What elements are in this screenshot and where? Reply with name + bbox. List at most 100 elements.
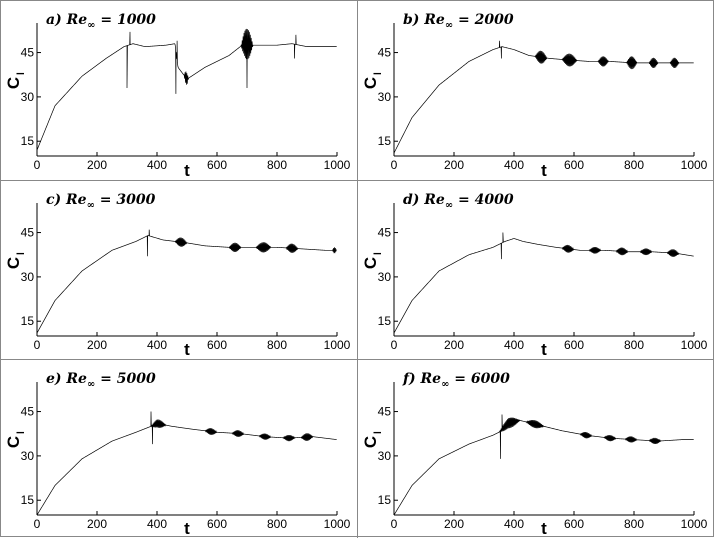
y-axis-label: Cl xyxy=(4,72,27,89)
y-tick-label: 15 xyxy=(378,493,392,507)
chart-title-prefix: e) Re xyxy=(46,371,87,387)
y-tick-label: 15 xyxy=(21,493,35,507)
y-tick-label: 45 xyxy=(378,405,392,419)
chart-svg-e: 0 200 400 600 800 1000 15 30 45 t Cl e) Re∞ = 5000 xyxy=(4,371,351,538)
y-axis-label-subscript: l xyxy=(373,72,384,75)
x-tick-label: 0 xyxy=(391,158,398,172)
chart-title-value: = 3000 xyxy=(95,192,156,208)
y-axis-label-text: C xyxy=(361,436,380,448)
horizontal-separator-1 xyxy=(1,180,714,181)
chart-title-value: = 1000 xyxy=(95,12,156,28)
chart-title-value: = 2000 xyxy=(453,12,514,28)
chart-title: c) Re∞ = 3000 xyxy=(46,192,156,211)
x-tick-label: 400 xyxy=(147,517,167,531)
chart-title-subscript: ∞ xyxy=(445,20,453,31)
y-tick-label: 45 xyxy=(21,46,35,60)
x-tick-label: 1000 xyxy=(324,338,351,352)
x-axis-label: t xyxy=(541,340,547,359)
x-tick-label: 600 xyxy=(207,338,227,352)
x-tick-label: 400 xyxy=(147,158,167,172)
y-tick-label: 30 xyxy=(378,270,392,284)
chart-title-prefix: f) Re xyxy=(402,371,441,387)
y-tick-label: 45 xyxy=(378,46,392,60)
x-tick-label: 1000 xyxy=(324,158,351,172)
x-tick-label: 200 xyxy=(87,517,107,531)
x-axis-label: t xyxy=(184,519,190,538)
chart-title-value: = 4000 xyxy=(453,192,514,208)
y-tick-label: 15 xyxy=(21,134,35,148)
x-tick-label: 400 xyxy=(147,338,167,352)
x-tick-label: 200 xyxy=(444,517,464,531)
y-tick-label: 15 xyxy=(378,314,392,328)
chart-svg-a: 0 200 400 600 800 1000 15 30 45 t Cl a) Re∞ = 1000 xyxy=(4,12,351,180)
y-axis-label-subscript: l xyxy=(16,431,27,434)
y-axis-label-text: C xyxy=(4,436,23,448)
chart-svg-f: 0 200 400 600 800 1000 15 30 45 t Cl f) Re∞ = 6000 xyxy=(361,371,708,538)
x-tick-label: 600 xyxy=(564,517,584,531)
chart-title-prefix: a) Re xyxy=(46,12,87,28)
y-axis-label-subscript: l xyxy=(16,252,27,255)
x-tick-label: 0 xyxy=(34,158,41,172)
x-axis-label: t xyxy=(184,340,190,359)
x-tick-label: 200 xyxy=(444,158,464,172)
chart-title: e) Re∞ = 5000 xyxy=(46,371,156,390)
chart-title-prefix: b) Re xyxy=(403,12,445,28)
chart-title-value: = 6000 xyxy=(449,371,510,387)
x-tick-label: 800 xyxy=(267,517,287,531)
series-line-cl xyxy=(36,28,337,151)
x-tick-label: 400 xyxy=(504,158,524,172)
y-axis-label-subscript: l xyxy=(373,431,384,434)
x-tick-label: 400 xyxy=(504,338,524,352)
chart-title-prefix: d) Re xyxy=(403,192,445,208)
x-tick-label: 600 xyxy=(207,517,227,531)
x-tick-label: 600 xyxy=(207,158,227,172)
x-axis-label: t xyxy=(184,161,190,180)
y-axis-label: Cl xyxy=(4,431,27,448)
x-tick-label: 200 xyxy=(444,338,464,352)
chart-title-subscript: ∞ xyxy=(441,379,449,390)
chart-svg-d: 0 200 400 600 800 1000 15 30 45 t Cl d) Re∞ = 4000 xyxy=(361,192,708,359)
x-tick-label: 800 xyxy=(267,158,287,172)
x-tick-label: 400 xyxy=(504,517,524,531)
horizontal-separator-2 xyxy=(1,359,714,360)
chart-title-subscript: ∞ xyxy=(87,379,95,390)
y-axis-label-text: C xyxy=(4,257,23,269)
y-axis-label-text: C xyxy=(361,77,380,89)
chart-title: b) Re∞ = 2000 xyxy=(403,12,514,31)
y-axis-label: Cl xyxy=(4,252,27,269)
x-tick-label: 1000 xyxy=(324,517,351,531)
chart-title: d) Re∞ = 4000 xyxy=(403,192,514,211)
chart-title-subscript: ∞ xyxy=(87,20,95,31)
x-tick-label: 0 xyxy=(391,517,398,531)
x-axis-label: t xyxy=(541,161,547,180)
y-axis-label: Cl xyxy=(361,431,384,448)
y-tick-label: 30 xyxy=(378,90,392,104)
y-tick-label: 30 xyxy=(21,270,35,284)
y-tick-label: 45 xyxy=(21,405,35,419)
x-tick-label: 1000 xyxy=(681,158,708,172)
chart-title: a) Re∞ = 1000 xyxy=(46,12,156,31)
chart-svg-b: 0 200 400 600 800 1000 15 30 45 t Cl b) Re∞ = 2000 xyxy=(361,12,708,180)
x-tick-label: 200 xyxy=(87,158,107,172)
y-tick-label: 15 xyxy=(378,134,392,148)
chart-title-value: = 5000 xyxy=(95,371,156,387)
chart-title-subscript: ∞ xyxy=(445,200,453,211)
series-line-cl xyxy=(36,411,337,516)
y-tick-label: 15 xyxy=(21,314,35,328)
y-tick-label: 45 xyxy=(378,226,392,240)
x-tick-label: 0 xyxy=(34,338,41,352)
y-tick-label: 30 xyxy=(21,449,35,463)
y-axis-label-text: C xyxy=(361,257,380,269)
y-tick-label: 45 xyxy=(21,226,35,240)
series-line-cl xyxy=(36,229,337,334)
x-tick-label: 600 xyxy=(564,338,584,352)
x-tick-label: 1000 xyxy=(681,517,708,531)
y-axis-label-text: C xyxy=(4,77,23,89)
series-line-cl xyxy=(393,232,694,334)
